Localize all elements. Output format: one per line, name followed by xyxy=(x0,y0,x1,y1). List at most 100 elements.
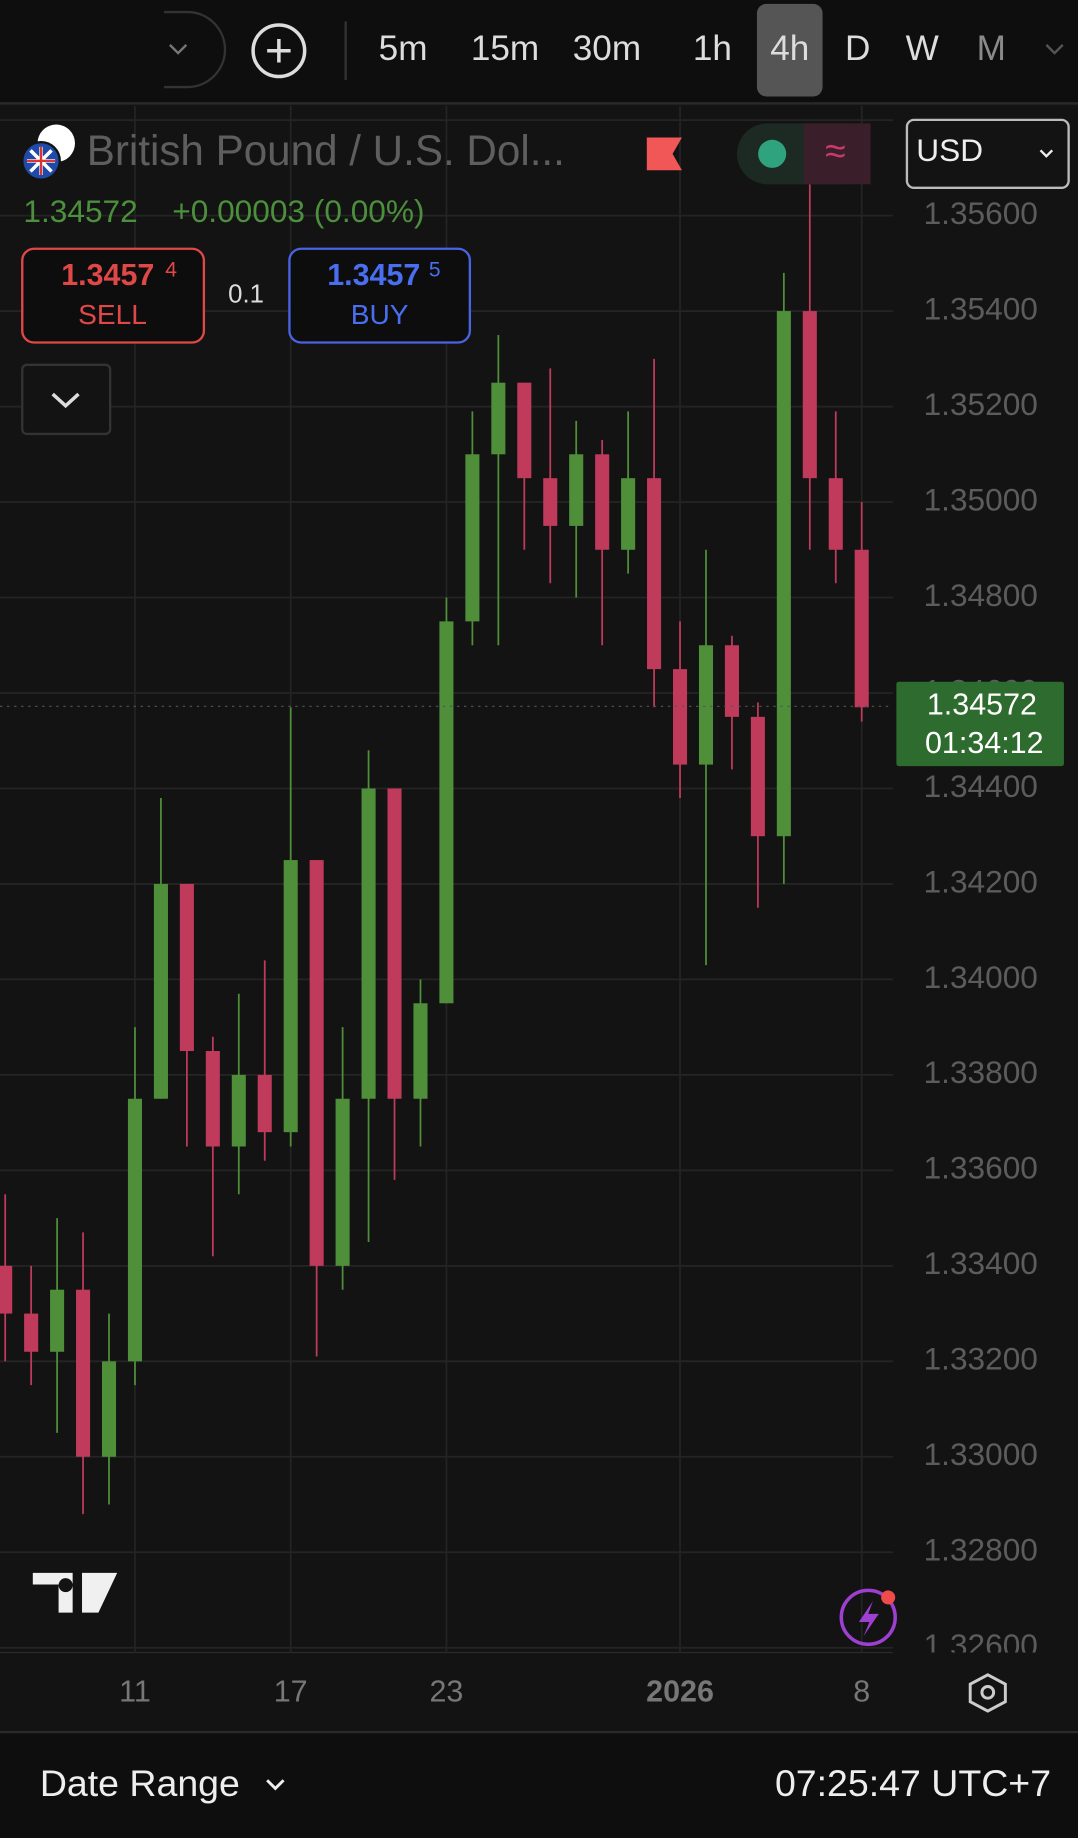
interval[interactable]: W xyxy=(906,29,940,68)
y-tick-label: 1.35400 xyxy=(924,290,1038,326)
logo[interactable] xyxy=(32,1572,118,1613)
currency: USD xyxy=(916,132,983,168)
candle-body xyxy=(724,645,739,717)
interval[interactable]: 15m xyxy=(471,29,539,68)
y-tick-label: 1.35600 xyxy=(924,195,1038,231)
candle-body xyxy=(828,478,843,550)
chevron xyxy=(169,44,188,55)
chevron xyxy=(1039,149,1054,158)
dropdown[interactable] xyxy=(164,10,227,89)
y-tick-label: 1.34400 xyxy=(924,768,1038,804)
candle-body xyxy=(698,645,714,765)
lightning-button[interactable] xyxy=(839,1588,897,1647)
interval[interactable]: D xyxy=(845,29,870,68)
price-change: +0.00003 (0.00%) xyxy=(172,193,424,229)
candle-body xyxy=(854,549,869,708)
candle-body xyxy=(361,788,376,1099)
sell-price: 1.3457 xyxy=(61,258,154,292)
candle-body xyxy=(595,454,610,550)
candle-body xyxy=(621,478,636,550)
y-tick-label: 1.32800 xyxy=(924,1532,1038,1568)
uk-cross-red xyxy=(26,146,56,175)
status-dot xyxy=(758,139,787,168)
interval[interactable]: 4h xyxy=(770,29,809,68)
y-tick-label: 1.34800 xyxy=(924,577,1038,613)
active-interval xyxy=(756,3,823,97)
plus-icon xyxy=(267,39,291,63)
sell-button[interactable] xyxy=(21,247,206,344)
candle-body xyxy=(750,716,765,837)
buy-label: BUY xyxy=(351,299,409,330)
interval[interactable]: 5m xyxy=(379,29,428,68)
candle-body xyxy=(491,382,506,455)
candle-body xyxy=(153,883,168,1099)
candle-body xyxy=(543,478,558,526)
candle-body xyxy=(179,883,194,1052)
candle-body xyxy=(283,860,298,1133)
candle-body xyxy=(802,311,817,479)
candle-body xyxy=(50,1289,65,1352)
y-tick-label: 1.33800 xyxy=(924,1054,1038,1090)
y-tick-label: 1.33200 xyxy=(924,1341,1038,1377)
y-tick-label: 1.35000 xyxy=(924,481,1038,517)
interval[interactable]: M xyxy=(977,29,1006,68)
candles xyxy=(0,172,893,1515)
x-tick-label: 2026 xyxy=(646,1675,714,1709)
footer xyxy=(0,1733,1078,1838)
y-tick-label: 1.34200 xyxy=(924,863,1038,899)
candle-body xyxy=(309,860,324,1266)
candle-body xyxy=(439,621,454,1004)
interval[interactable]: 1h xyxy=(693,29,732,68)
candle-body xyxy=(257,1074,272,1133)
flag-icon[interactable] xyxy=(646,137,682,171)
symbol-name[interactable]: British Pound / U.S. Dol... xyxy=(87,127,565,174)
candle-body xyxy=(673,669,688,765)
add-button[interactable] xyxy=(251,23,307,79)
price-tag-box xyxy=(896,681,1064,767)
sell-label: SELL xyxy=(78,299,147,330)
buy-pip: 5 xyxy=(429,259,441,282)
candle-body xyxy=(205,1051,220,1147)
price-tag-price: 1.34572 xyxy=(927,687,1037,721)
expand-button[interactable] xyxy=(21,363,112,436)
badge xyxy=(881,1590,896,1605)
candle-body xyxy=(76,1289,91,1457)
clock[interactable]: 07:25:47 UTC+7 xyxy=(775,1762,1051,1804)
waves-icon: ≈ xyxy=(825,130,846,172)
candle-body xyxy=(127,1098,142,1362)
currency-select[interactable] xyxy=(905,118,1070,190)
y-tick-label: 1.35200 xyxy=(924,386,1038,422)
quantity: 0.1 xyxy=(228,280,264,308)
y-tick-label: 1.33000 xyxy=(924,1436,1038,1472)
last-price: 1.34572 xyxy=(23,193,137,229)
chevron xyxy=(51,392,80,409)
status-pill-right xyxy=(803,123,871,185)
price-tag: 1.34572 01:34:12 xyxy=(896,681,1064,767)
candle-body xyxy=(24,1313,39,1352)
candle-body xyxy=(647,478,662,670)
interval-group: 5m 15m 30m 1h 4h D W M xyxy=(379,3,1006,97)
x-tick-label: 11 xyxy=(119,1675,151,1709)
x-axis: 11 17 23 2026 8 xyxy=(119,1675,870,1709)
candle-body xyxy=(0,1265,13,1314)
x-tick-label: 8 xyxy=(853,1675,870,1709)
candle-body xyxy=(569,454,584,526)
buy-price: 1.3457 xyxy=(327,258,420,292)
chevron xyxy=(266,1779,285,1791)
buy-button[interactable] xyxy=(288,247,472,344)
interval[interactable]: 30m xyxy=(573,29,641,68)
more-chevron[interactable] xyxy=(1045,44,1064,55)
sell-pip: 4 xyxy=(165,259,177,282)
x-tick-label: 23 xyxy=(429,1675,463,1709)
candle-body xyxy=(387,788,402,1099)
date-range[interactable]: Date Range xyxy=(40,1762,240,1804)
candle-body xyxy=(231,1074,246,1147)
candle-body xyxy=(101,1361,117,1457)
candle-body xyxy=(776,311,791,837)
candle-body xyxy=(413,1003,428,1099)
y-tick-label: 1.32600 xyxy=(924,1627,1038,1663)
lightning-icon xyxy=(858,1600,879,1637)
settings-button[interactable] xyxy=(968,1673,1007,1713)
